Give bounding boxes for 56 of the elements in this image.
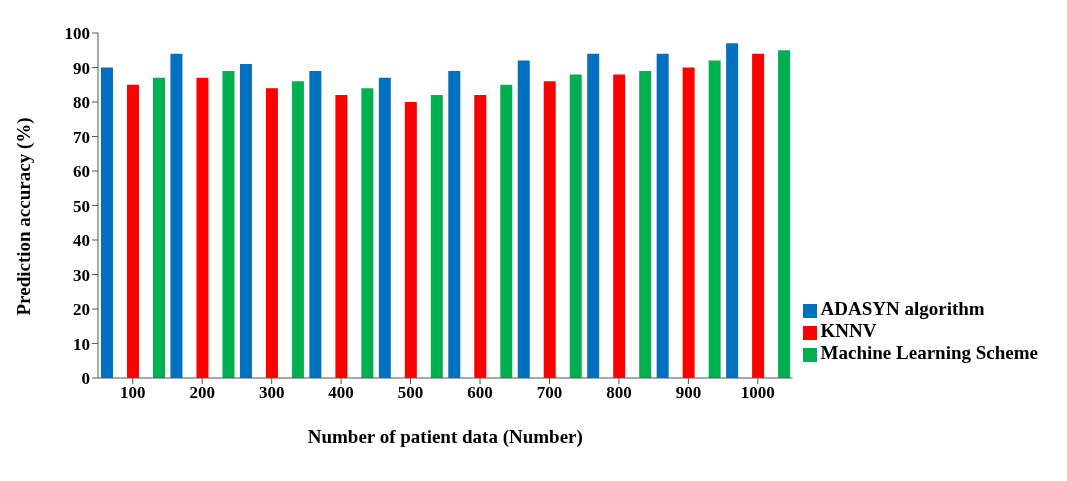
- y-tick-label: 50: [73, 196, 90, 216]
- bar: [474, 95, 487, 378]
- x-tick-label: 400: [328, 383, 354, 403]
- bar: [656, 53, 669, 378]
- y-axis-title: Prediction accuracy (%): [12, 117, 35, 316]
- y-tick-label: 40: [73, 231, 90, 251]
- bar: [335, 95, 348, 378]
- bar: [569, 74, 582, 378]
- y-tick-label: 0: [81, 369, 90, 389]
- bar: [639, 70, 652, 378]
- bar: [448, 70, 461, 378]
- y-tick-label: 60: [73, 162, 90, 182]
- bar: [101, 67, 113, 378]
- x-tick-label: 500: [397, 383, 424, 403]
- bar: [291, 81, 304, 378]
- bar: [222, 70, 235, 378]
- bar: [752, 53, 765, 378]
- x-tick-label: 300: [258, 383, 285, 403]
- x-tick-label: 600: [467, 383, 493, 403]
- bar: [378, 77, 391, 378]
- bar: [127, 84, 139, 378]
- x-tick-label: 1000: [740, 383, 775, 403]
- legend-label: Machine Learning Scheme: [820, 342, 1038, 363]
- bar: [708, 60, 721, 378]
- bar: [153, 77, 165, 378]
- x-tick-label: 200: [189, 383, 215, 403]
- legend-label: KNNV: [820, 320, 877, 341]
- bar: [517, 60, 530, 378]
- x-tick-label: 700: [536, 383, 563, 403]
- y-tick-label: 80: [73, 93, 90, 113]
- y-tick-label: 70: [73, 127, 90, 147]
- y-tick-label: 90: [73, 58, 90, 78]
- y-tick-label: 10: [73, 334, 90, 354]
- bar: [613, 74, 626, 378]
- bar: [361, 88, 374, 378]
- y-tick-label: 30: [73, 265, 90, 285]
- x-tick-label: 800: [606, 383, 632, 403]
- bar: [430, 95, 443, 378]
- bar: [682, 67, 695, 378]
- bar: [778, 50, 791, 378]
- bar: [239, 64, 252, 378]
- legend-label: ADASYN algorithm: [820, 298, 985, 319]
- x-tick-label: 100: [119, 383, 146, 403]
- bar: [587, 53, 600, 378]
- x-axis-title: Number of patient data (Number): [307, 426, 583, 448]
- bar: [265, 88, 278, 378]
- bar: [726, 43, 739, 378]
- bar: [500, 84, 513, 378]
- x-tick-label: 900: [675, 383, 702, 403]
- bar: [543, 81, 556, 378]
- bar: [170, 53, 183, 378]
- bar: [309, 70, 322, 378]
- bar: [404, 102, 417, 378]
- bar: [196, 77, 209, 378]
- y-tick-label: 20: [73, 300, 90, 320]
- y-tick-label: 100: [64, 24, 90, 44]
